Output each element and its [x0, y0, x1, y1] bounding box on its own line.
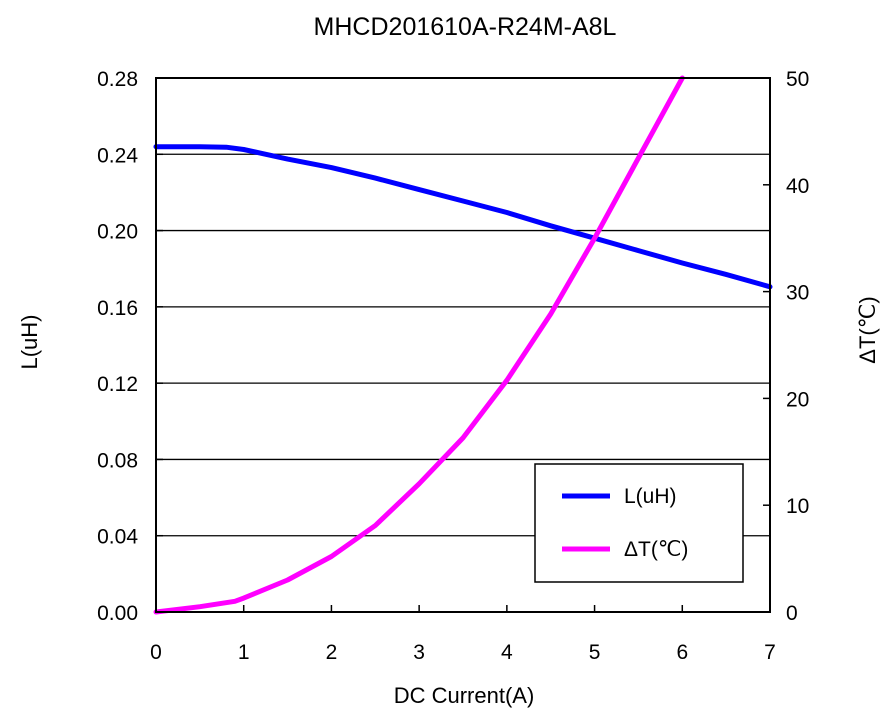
series-line-inductance: [153, 144, 773, 290]
x-tick-label: 5: [589, 641, 601, 664]
chart-title: MHCD201610A-R24M-A8L: [314, 13, 617, 41]
x-axis-label: DC Current(A): [394, 683, 535, 708]
x-tick-label: 2: [326, 641, 338, 664]
y2-axis-label: ΔT(℃): [855, 296, 880, 364]
series-line-temperature-rise: [153, 75, 685, 615]
y-tick-label: 0.16: [97, 297, 138, 320]
y2-tick-label: 20: [786, 388, 809, 411]
y2-tick-label: 10: [786, 495, 809, 518]
y-axis-label: L(uH): [17, 314, 42, 369]
y-tick-label: 0.28: [97, 68, 138, 91]
legend-label-temperature-rise: ΔT(℃): [624, 538, 688, 561]
y-tick-label: 0.12: [97, 373, 138, 396]
y-axis-left: 0.00 0.04 0.08 0.12 0.16 0.20 0.24 0.28: [97, 68, 163, 625]
legend: L(uH) ΔT(℃): [534, 463, 744, 583]
x-tick-label: 0: [150, 641, 162, 664]
plot-frame: [155, 77, 771, 613]
y-axis-right: 0 10 20 30 40 50: [763, 68, 809, 625]
y-tick-label: 0.20: [97, 221, 138, 244]
x-tick-label: 1: [238, 641, 250, 664]
x-tick-label: 4: [501, 641, 513, 664]
y2-tick-label: 30: [786, 282, 809, 305]
y-tick-label: 0.04: [97, 526, 138, 549]
y-tick-label: 0.08: [97, 449, 138, 472]
y2-tick-label: 0: [786, 602, 798, 625]
y-tick-label: 0.00: [97, 602, 138, 625]
x-axis: 0 1 2 3 4 5 6 7: [150, 605, 776, 664]
x-tick-label: 6: [676, 641, 688, 664]
y2-tick-label: 50: [786, 68, 809, 91]
plot-area: [153, 75, 773, 615]
y2-tick-label: 40: [786, 175, 809, 198]
legend-label-inductance: L(uH): [624, 485, 677, 508]
x-tick-label: 3: [413, 641, 425, 664]
y-tick-label: 0.24: [97, 144, 138, 167]
legend-box: [534, 463, 744, 583]
x-tick-label: 7: [764, 641, 776, 664]
